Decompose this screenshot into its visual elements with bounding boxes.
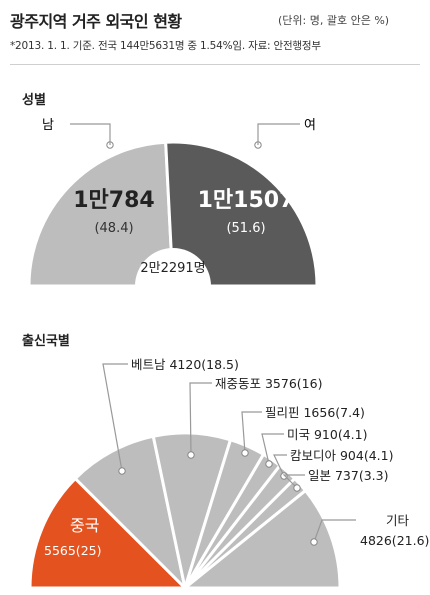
unit-note: (단위: 명, 괄호 안은 %) <box>278 14 390 27</box>
origin-callout-dot <box>265 460 273 468</box>
gender-section-title: 성별 <box>22 93 46 108</box>
gender-center-hole <box>135 248 211 286</box>
origin-label-5: 캄보디아 904(4.1) <box>290 448 393 463</box>
origin-label-other: 기타 <box>386 513 410 528</box>
gender-slice-male <box>27 140 175 288</box>
origin-callout-line <box>189 382 212 456</box>
gender-callout-line <box>257 123 300 145</box>
origin-value-china: 5565(25) <box>44 543 101 558</box>
title-divider <box>10 64 420 65</box>
origin-callout-line <box>313 519 356 543</box>
origin-callout-line <box>261 433 284 465</box>
gender-percent-male: (48.4) <box>94 221 133 236</box>
origin-callout-dot <box>118 467 126 475</box>
gender-percent-female: (51.6) <box>226 221 265 236</box>
gender-callout-line <box>70 123 111 145</box>
gender-label-male: 남 <box>42 118 54 133</box>
origin-callout-dot <box>293 484 301 492</box>
origin-value-other: 4826(21.6) <box>360 533 429 548</box>
origin-callout-dot <box>241 449 249 457</box>
origin-label-china: 중국 <box>70 516 99 535</box>
source-note: *2013. 1. 1. 기준. 전국 144만5631명 중 1.54%임. … <box>10 40 321 52</box>
origin-section-title: 출신국별 <box>22 334 70 349</box>
gender-value-male: 1만784 <box>73 188 154 213</box>
page-title: 광주지역 거주 외국인 현황 <box>10 12 182 31</box>
origin-callout-dot <box>187 451 195 459</box>
origin-label-4: 미국 910(4.1) <box>287 427 367 442</box>
gender-total: 2만2291명 <box>140 261 205 276</box>
origin-callout-line <box>241 411 262 454</box>
origin-callout-dot <box>310 538 318 546</box>
origin-slice-7 <box>180 488 342 590</box>
origin-callout-line <box>282 474 305 489</box>
origin-callout-dot <box>280 472 288 480</box>
gender-label-female: 여 <box>304 118 316 133</box>
origin-callout-line <box>273 454 287 477</box>
origin-callout-line <box>102 363 128 472</box>
origin-label-6: 일본 737(3.3) <box>308 468 388 483</box>
origin-slice-1 <box>73 434 188 593</box>
gender-value-female: 1만1507 <box>198 188 295 213</box>
origin-label-3: 필리핀 1656(7.4) <box>265 405 365 420</box>
origin-label-2: 재중동포 3576(16) <box>215 376 322 391</box>
origin-label-1: 베트남 4120(18.5) <box>131 357 239 372</box>
gender-slice-female <box>164 140 319 288</box>
origin-slice-0 <box>28 476 189 590</box>
